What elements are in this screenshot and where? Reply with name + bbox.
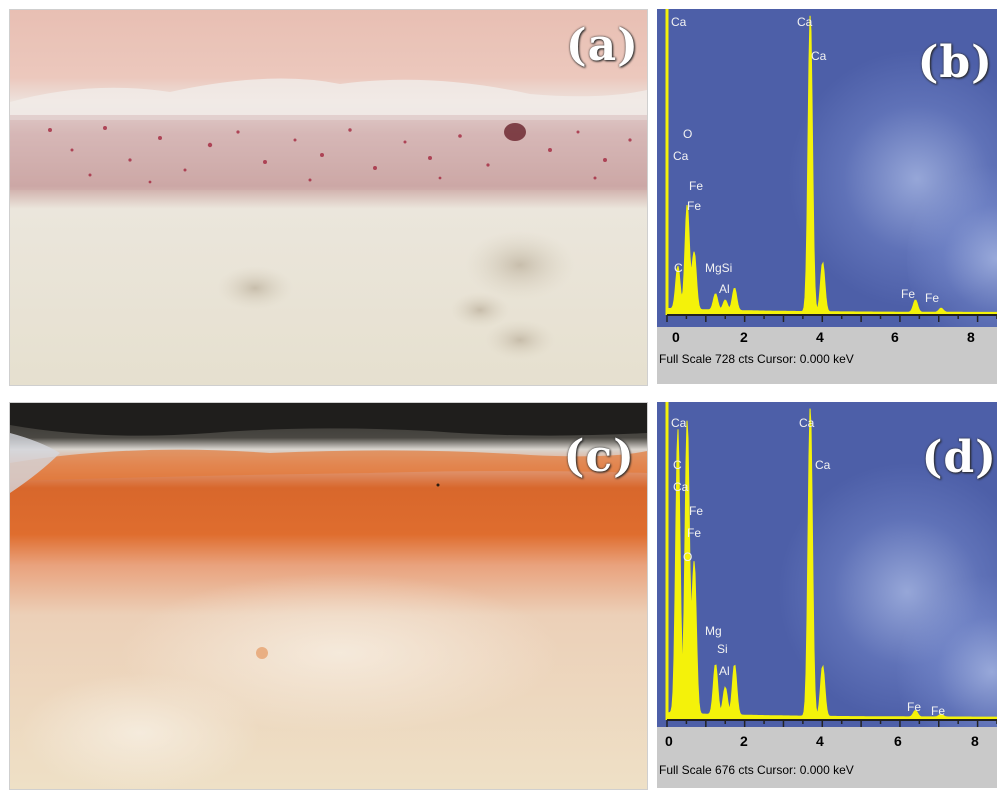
spectrum-peak	[822, 265, 824, 267]
spectrum-status: Full Scale 676 cts Cursor: 0.000 keV	[659, 763, 854, 777]
peak-label-fe: Fe	[931, 704, 946, 718]
peak-label-fe: Fe	[687, 526, 702, 540]
peak-label-fe: Fe	[901, 287, 916, 301]
spectrum-peak	[677, 271, 679, 273]
peak-label-fe: Fe	[687, 199, 702, 213]
panel-b-spectrum: Ca O Ca Fe Fe C MgSi Al Ca Ca Fe Fe 0 2 …	[657, 9, 997, 384]
spectrum-peak	[715, 298, 716, 300]
panel-c-image	[10, 403, 647, 789]
peak-label-si: Si	[717, 642, 728, 656]
panel-b-label: (b)	[917, 37, 993, 88]
peak-label-ca: Ca	[671, 416, 687, 430]
peak-label-fe: Fe	[925, 291, 940, 305]
panel-a-photo: (a)	[9, 9, 648, 386]
x-tick-label: 0	[665, 733, 673, 749]
spectrum-plot-area: Ca O Ca Fe Fe C MgSi Al Ca Ca Fe Fe	[657, 9, 997, 327]
spectrum-peak	[809, 16, 811, 18]
spectrum-peak	[940, 310, 942, 312]
peak-label-ca: Ca	[811, 49, 827, 63]
spectrum-plot-area: Ca C Ca Fe Fe O Mg Si Al Ca Ca Fe Fe	[657, 402, 997, 727]
peak-label-c: C	[674, 261, 683, 275]
spectrum-peak	[734, 669, 736, 671]
x-tick-label: 2	[740, 733, 748, 749]
peak-label-ca: Ca	[671, 15, 687, 29]
panel-a-label: (a)	[565, 20, 639, 71]
peak-label-ca: Ca	[797, 15, 813, 29]
spectrum-b-footer: 0 2 4 6 8 Full Scale 728 cts Cursor: 0.0…	[657, 327, 997, 384]
peak-label-al: Al	[719, 664, 730, 678]
spectrum-peak	[940, 716, 942, 718]
spectrum-b-svg	[665, 9, 997, 322]
spectrum-series	[666, 408, 997, 721]
spectrum-peak	[724, 692, 726, 693]
peak-label-c: C	[673, 458, 682, 472]
spectrum-d-footer: 0 2 4 6 8 Full Scale 676 cts Cursor: 0.0…	[657, 727, 997, 788]
spectrum-status: Full Scale 728 cts Cursor: 0.000 keV	[659, 352, 854, 366]
peak-label-o: O	[683, 127, 693, 141]
x-tick-label: 8	[967, 329, 975, 345]
spectrum-peak	[734, 292, 736, 293]
x-tick-label: 6	[894, 733, 902, 749]
spectrum-peak	[724, 304, 726, 306]
peak-label-mg: Mg	[705, 624, 722, 638]
spectrum-peak	[677, 435, 679, 437]
spectrum-series	[666, 15, 997, 316]
x-tick-label: 4	[816, 733, 824, 749]
peak-label-al: Al	[719, 282, 730, 296]
panel-c-label: (c)	[563, 431, 635, 482]
spectrum-peak	[715, 669, 716, 671]
spectrum-d-svg	[665, 402, 997, 727]
panel-a-image	[10, 10, 647, 385]
x-tick-label: 4	[816, 329, 824, 345]
peak-label-fe: Fe	[689, 504, 704, 518]
panel-c-photo: (c)	[9, 402, 648, 790]
peak-label-fe: Fe	[689, 179, 704, 193]
spectrum-peak	[686, 210, 688, 212]
x-tick-label: 2	[740, 329, 748, 345]
peak-label-mgsi: MgSi	[705, 261, 733, 275]
spectrum-peak	[822, 669, 824, 671]
x-tick-label: 8	[971, 733, 979, 749]
x-tick-label: 6	[891, 329, 899, 345]
spectrum-peak	[686, 426, 688, 427]
panel-d-spectrum: Ca C Ca Fe Fe O Mg Si Al Ca Ca Fe Fe 0 2…	[657, 402, 997, 788]
peak-label-ca: Ca	[673, 480, 689, 494]
peak-label-ca: Ca	[673, 149, 689, 163]
spectrum-peak	[693, 257, 695, 259]
peak-label-ca: Ca	[815, 458, 831, 472]
spectrum-peak	[809, 409, 811, 411]
peak-label-fe: Fe	[907, 700, 922, 714]
x-tick-label: 0	[672, 329, 680, 345]
spectrum-peak	[915, 302, 916, 304]
spectrum-peak	[915, 713, 916, 715]
peak-label-o: O	[683, 550, 693, 564]
spectrum-peak	[693, 568, 695, 570]
peak-label-ca: Ca	[799, 416, 815, 430]
panel-d-label: (d)	[921, 432, 997, 483]
